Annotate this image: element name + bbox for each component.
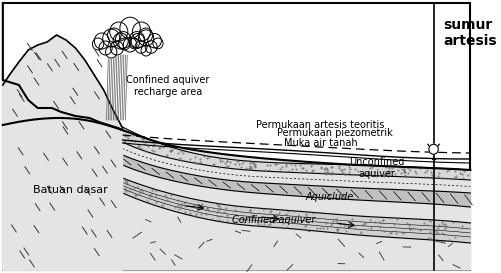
Text: Permukaan artesis teoritis: Permukaan artesis teoritis [256,120,384,130]
Polygon shape [122,178,469,243]
Circle shape [129,38,139,49]
Circle shape [129,32,144,48]
Circle shape [94,33,109,49]
Circle shape [99,41,112,55]
Text: Muka air tanah: Muka air tanah [283,138,357,148]
Polygon shape [3,3,469,270]
Circle shape [115,32,131,48]
Text: Unconfined
aquiver: Unconfined aquiver [349,157,404,179]
Circle shape [92,38,104,50]
Circle shape [113,33,128,49]
Circle shape [147,34,161,48]
Text: Confined aquiver
recharge area: Confined aquiver recharge area [126,75,209,97]
Circle shape [132,22,150,41]
Circle shape [107,28,121,42]
Circle shape [119,38,130,50]
Circle shape [139,28,152,42]
Circle shape [138,30,153,46]
Circle shape [135,41,147,53]
Circle shape [110,41,123,55]
Circle shape [141,45,151,56]
Circle shape [428,144,437,154]
Polygon shape [122,155,469,207]
Circle shape [120,17,140,39]
Circle shape [103,29,119,47]
Polygon shape [122,127,469,180]
Circle shape [110,22,128,41]
Polygon shape [3,35,122,270]
Polygon shape [3,118,469,270]
Circle shape [123,38,137,52]
Circle shape [105,46,117,58]
Text: Permukaan piezometrik: Permukaan piezometrik [276,128,392,138]
Text: Aquiclude: Aquiclude [305,192,353,202]
Circle shape [153,38,163,49]
Text: Batuan dasar: Batuan dasar [33,185,108,195]
Circle shape [145,41,157,53]
Text: Confined aquiver: Confined aquiver [231,215,315,225]
Polygon shape [3,3,122,270]
Circle shape [131,34,144,48]
Text: sumur
artesis: sumur artesis [442,18,495,48]
